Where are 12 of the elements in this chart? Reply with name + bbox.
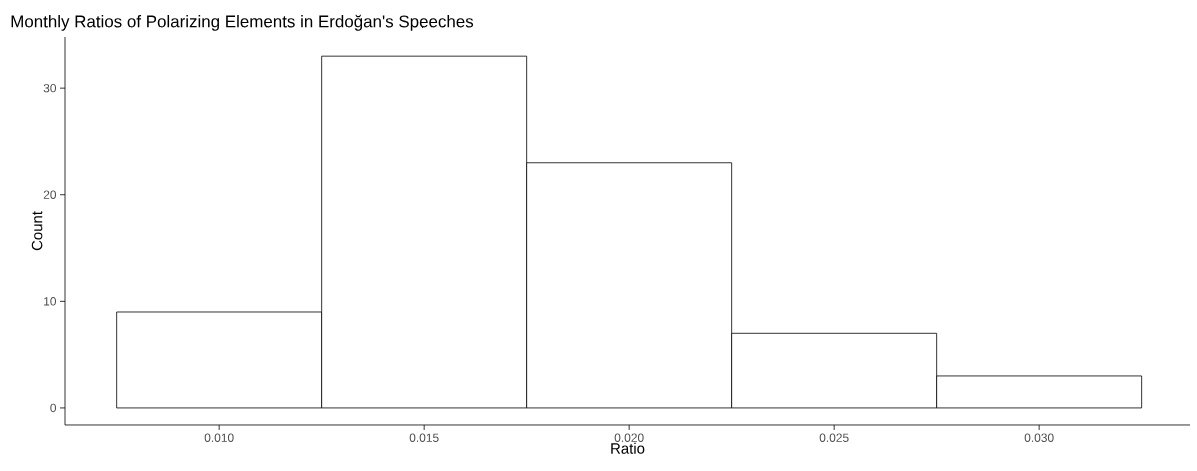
- y-tick-label: 0: [50, 403, 57, 413]
- y-tick-label: 30: [43, 83, 57, 93]
- x-tick-label: 0.030: [1024, 433, 1054, 442]
- y-tick-label: 20: [43, 190, 57, 199]
- x-tick-label: 0.020: [614, 433, 644, 442]
- y-axis-title: Count: [31, 211, 43, 251]
- x-axis-title: Ratio: [611, 442, 645, 454]
- y-tick-label: 10: [44, 297, 57, 306]
- x-tick-label: 0.015: [409, 433, 439, 442]
- x-tick-label: 0.010: [204, 433, 234, 442]
- x-tick-label: 0.025: [819, 433, 849, 442]
- chart-title: Monthly Ratios of Polarizing Elements in Erdoğan's Speeches: [11, 14, 474, 31]
